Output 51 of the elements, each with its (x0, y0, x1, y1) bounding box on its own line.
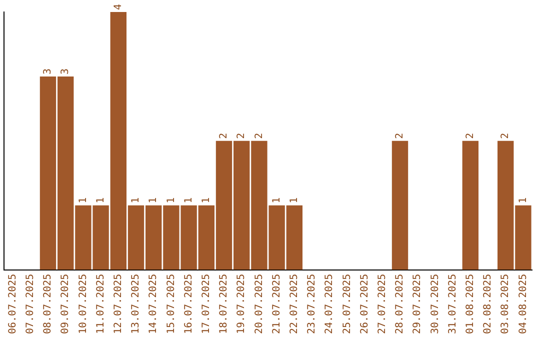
x-tick-label: 28.07.2025 (394, 274, 406, 334)
data-label: 2 (236, 132, 248, 139)
data-label: 2 (254, 132, 265, 139)
x-tick-label: 21.07.2025 (271, 274, 282, 334)
x-tick-label: 19.07.2025 (236, 274, 248, 334)
data-label: 1 (288, 197, 300, 204)
x-tick-label: 31.07.2025 (447, 274, 458, 334)
x-tick-label: 23.07.2025 (306, 274, 318, 334)
x-tick-label: 02.08.2025 (482, 274, 494, 334)
x-tick-label: 29.07.2025 (412, 274, 424, 334)
data-label: 2 (464, 132, 476, 139)
x-tick-label: 16.07.2025 (183, 274, 194, 334)
x-tick-label: 11.07.2025 (95, 274, 106, 334)
x-tick-label: 04.08.2025 (518, 274, 529, 334)
x-tick-label: 26.07.2025 (359, 274, 370, 334)
data-label: 2 (500, 132, 512, 139)
bar (462, 140, 478, 270)
x-tick-label: 15.07.2025 (166, 274, 177, 334)
data-label: 1 (166, 197, 177, 204)
data-label: 2 (394, 132, 406, 139)
x-tick-label: 06.07.2025 (7, 274, 18, 334)
x-tick-label: 03.08.2025 (500, 274, 512, 334)
x-tick-label: 01.08.2025 (464, 274, 476, 334)
x-tick-label: 24.07.2025 (324, 274, 336, 334)
data-label: 1 (200, 197, 212, 204)
x-tick-label: 08.07.2025 (42, 274, 54, 334)
data-label: 1 (95, 197, 106, 204)
bar (392, 140, 408, 270)
data-label: 1 (271, 197, 282, 204)
x-tick-label: 27.07.2025 (376, 274, 388, 334)
x-tick-label: 07.07.2025 (24, 274, 36, 334)
x-tick-label: 09.07.2025 (60, 274, 72, 334)
data-label: 2 (218, 132, 230, 139)
data-label: 1 (518, 197, 529, 204)
data-label: 3 (60, 68, 72, 74)
data-label: 1 (130, 197, 142, 204)
x-tick-label: 20.07.2025 (254, 274, 265, 334)
x-tick-label: 13.07.2025 (130, 274, 142, 334)
x-tick-label: 18.07.2025 (218, 274, 230, 334)
x-tick-label: 30.07.2025 (430, 274, 441, 334)
x-tick-label: 17.07.2025 (200, 274, 212, 334)
x-tick-label: 25.07.2025 (342, 274, 353, 334)
x-tick-label: 12.07.2025 (112, 274, 124, 334)
data-label: 3 (42, 68, 54, 74)
x-tick-label: 10.07.2025 (78, 274, 89, 334)
data-label: 1 (148, 197, 160, 204)
x-tick-label: 22.07.2025 (288, 274, 300, 334)
data-label: 4 (112, 4, 124, 10)
x-tick-label: 14.07.2025 (148, 274, 160, 334)
data-label: 1 (183, 197, 194, 204)
data-label: 1 (78, 197, 89, 204)
